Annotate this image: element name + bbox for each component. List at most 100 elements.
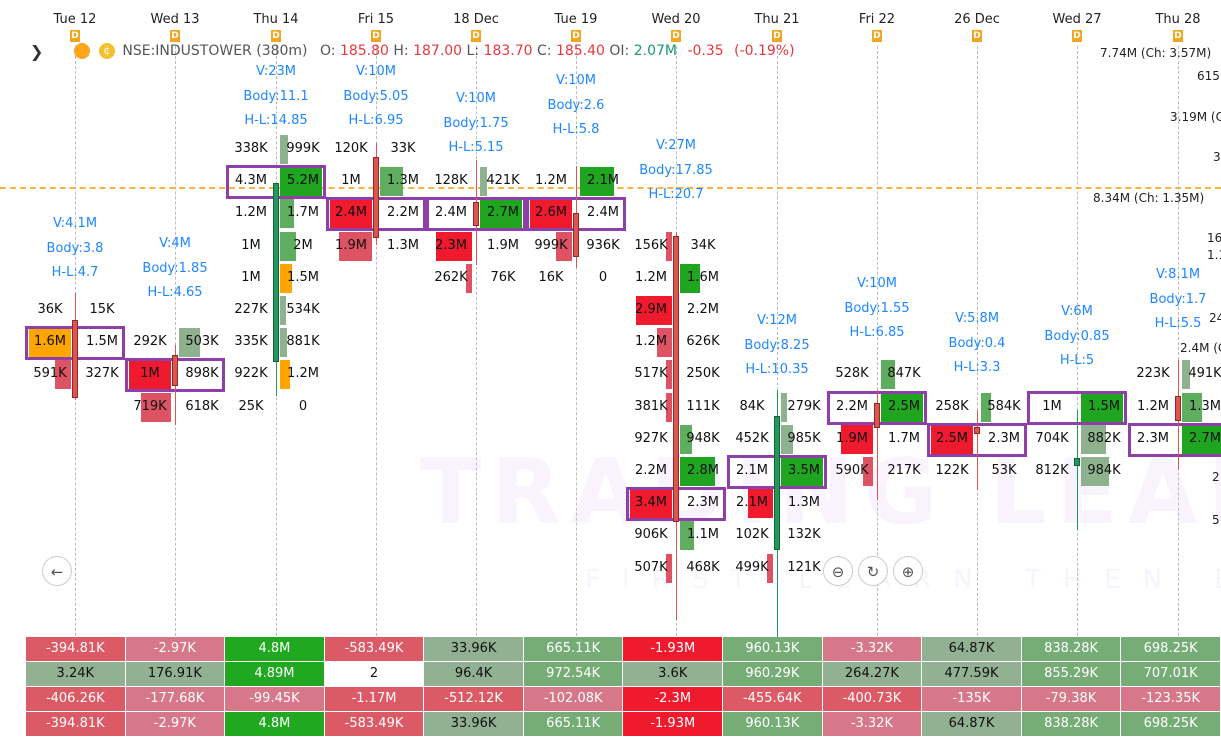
scroll-back-button[interactable]: ← [42,556,72,586]
reset-chart-button[interactable]: ↻ [858,556,888,586]
footprint-row: 452K 985K [727,424,827,454]
bid-volume: 381K [634,398,668,414]
footprint-row: 1M 2M [226,231,326,261]
footprint-row: 499K 121K [727,553,827,583]
footprint-row: 906K 1.1M [626,520,726,551]
footprint-row: 2.1M 3.5M [727,456,827,486]
summary-cell: -406.26K [26,687,125,711]
bid-volume: 120K [334,141,368,156]
bid-volume-bar [665,360,672,390]
summary-cell: 698.25K [1121,637,1220,661]
ask-volume: 2.3M [687,495,719,511]
bid-volume: 528K [835,366,869,382]
footprint-chart[interactable]: TRADING LEARN FIRST LEARN THEN EARN Tue … [0,0,1221,640]
footprint-row: 1.2M 626K [626,327,726,358]
daily-badge-icon[interactable]: D [972,30,982,42]
grid-line [977,46,978,636]
ask-volume: 250K [686,366,720,382]
candle-stat-label: Body:17.85 [639,162,713,178]
bid-volume: 2.3M [1137,430,1169,446]
ask-volume-bar [1081,392,1123,422]
candle-body [774,416,780,550]
summary-cell: 665.11K [523,637,623,661]
footprint-row: 3.4M 2.3M [626,488,726,519]
summary-cell: 855.29K [1021,662,1121,686]
candle-stat-label: V:12M [757,313,797,328]
low-label: L: [466,43,480,59]
footprint-row: 1.9M 1.7M [827,424,927,454]
candle-stat-label: V:10M [456,91,496,106]
footprint-row: 292K 503K [125,327,225,358]
candle-stat-label: Body:1.75 [443,115,509,131]
daily-badge-icon[interactable]: D [671,30,681,42]
daily-badge-icon[interactable]: D [471,30,481,42]
summary-cell: -512.12K [424,687,523,711]
ask-volume-bar [1081,457,1109,486]
ask-volume: 468K [686,559,720,575]
summary-cell: -2.97K [125,637,225,661]
summary-cell: 707.01K [1121,662,1220,686]
ask-volume: 1.6M [687,269,719,285]
bid-volume-bar [657,328,672,358]
summary-cell: 3.24K [26,662,125,686]
candle-stat-label: V:4M [159,236,191,251]
right-axis-label: 3 [1213,150,1221,164]
bid-volume: 2.1M [736,463,768,478]
ask-volume-bar [380,167,403,197]
bid-volume: 1M [241,237,261,253]
ask-volume-bar [480,167,487,197]
daily-badge-icon[interactable]: D [571,30,581,42]
footprint-row: 1.2M 1.6M [626,263,726,293]
bid-volume-bar [530,199,572,229]
grid-line [175,46,176,636]
candle-body [874,403,880,428]
footprint-row: 156K 34K [626,231,726,261]
footprint-row: 381K 111K [626,392,726,422]
summary-cell: 33.96K [424,637,523,661]
ask-volume-bar [480,199,522,229]
footprint-row: 102K 132K [727,520,827,550]
expand-chevron-icon[interactable]: ❯ [30,42,44,61]
zoom-in-button[interactable]: ⊕ [893,556,923,586]
daily-badge-icon[interactable]: D [772,30,782,42]
ask-volume-bar [1081,424,1106,454]
ask-volume-bar [781,457,823,486]
daily-badge-icon[interactable]: D [1072,30,1082,42]
ask-volume: 1.9M [487,237,519,253]
daily-badge-icon[interactable]: D [1173,30,1183,42]
candle-stat-label: Body:0.4 [948,335,1006,351]
candle-stat-label: H-L:4.65 [147,285,203,300]
zoom-out-button[interactable]: ⊖ [823,556,853,586]
daily-badge-icon[interactable]: D [371,30,381,42]
bid-volume: 227K [234,302,268,317]
bid-volume: 2.3M [435,237,467,253]
candle-stat-label: V:6M [1061,304,1093,319]
footprint-row: 2.6M 2.4M [526,198,626,229]
daily-badge-icon[interactable]: D [872,30,882,42]
ask-volume-bar [781,392,787,422]
footprint-row: 1.2M 1.3M [1128,392,1221,422]
high-label: H: [393,43,409,59]
ask-volume: 1.3M [387,237,419,253]
summary-cell: -1.93M [623,712,723,736]
footprint-row: 84K 279K [727,392,827,422]
daily-badge-icon[interactable]: D [70,30,80,42]
bid-volume-bar [338,231,372,261]
date-label: Wed 27 [1052,12,1102,27]
ask-volume: 985K [787,430,821,446]
ask-volume: 279K [787,398,821,414]
summary-cell: 3.6K [623,662,723,686]
summary-cell: -583.49K [324,712,424,736]
daily-badge-icon[interactable]: D [271,30,281,42]
symbol-header: ❯ ¢ NSE:INDUSTOWER (380m) O: 185.80 H: 1… [30,43,795,60]
candle-stat-label: H-L:14.85 [244,113,308,128]
ask-volume-bar [280,296,286,325]
daily-badge-icon[interactable]: D [170,30,180,42]
ask-volume: 898K [185,366,219,382]
footprint-row: 1M 898K [125,359,225,390]
candle-body [373,157,379,238]
footprint-row: 36K 15K [25,295,125,325]
candle-stat-label: H-L:5.15 [448,140,504,155]
ask-volume: 1.5M [1088,398,1120,414]
summary-cell: 960.13K [723,712,822,736]
